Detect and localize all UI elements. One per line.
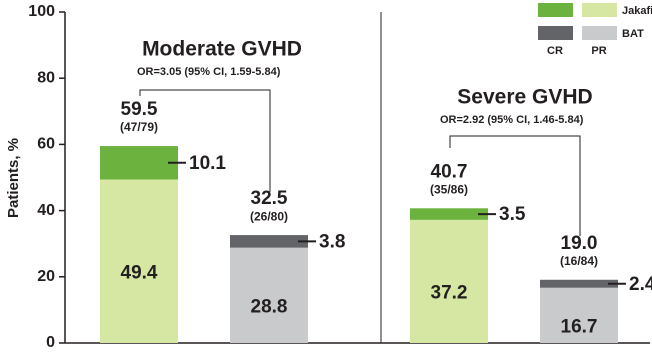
- y-tick-label: 60: [37, 136, 55, 153]
- y-tick-label: 0: [46, 334, 55, 351]
- comparison-bracket: [449, 135, 581, 236]
- segment-label: 49.4: [121, 262, 158, 283]
- legend-swatch: [582, 3, 617, 17]
- segment-label: 3.5: [499, 204, 526, 225]
- legend-column-label: PR: [591, 45, 606, 57]
- legend-label: Jakafi: [622, 5, 652, 17]
- bar-segment: [230, 235, 308, 248]
- total-label: 40.7: [431, 161, 468, 182]
- segment-label: 2.4: [629, 274, 652, 295]
- bar-segment: [100, 179, 178, 343]
- group-annotation: OR=3.05 (95% CI, 1.59-5.84): [137, 66, 281, 78]
- total-label: 32.5: [251, 188, 288, 209]
- y-tick-label: 80: [37, 69, 55, 86]
- comparison-bracket: [139, 89, 271, 192]
- legend-column-label: CR: [547, 45, 563, 57]
- bar-segment: [100, 146, 178, 180]
- bar-segment: [410, 219, 488, 343]
- count-label: (16/84): [560, 254, 598, 268]
- bar-segment: [230, 247, 308, 343]
- group-title: Moderate GVHD: [142, 38, 302, 61]
- legend-swatch: [582, 26, 617, 40]
- count-label: (35/86): [430, 182, 468, 196]
- segment-label: 10.1: [189, 153, 226, 174]
- segment-label: 16.7: [561, 316, 598, 337]
- legend-label: BAT: [622, 28, 644, 40]
- group-annotation: OR=2.92 (95% CI, 1.46-5.84): [440, 114, 584, 126]
- y-tick-label: 100: [28, 3, 55, 20]
- segment-label: 28.8: [251, 296, 288, 317]
- group-title: Severe GVHD: [457, 86, 592, 109]
- count-label: (26/80): [250, 209, 288, 223]
- total-label: 19.0: [561, 233, 598, 254]
- segment-label: 3.8: [319, 231, 345, 252]
- bar-segment: [540, 279, 618, 288]
- legend-swatch: [538, 26, 573, 40]
- y-axis-label: Patients, %: [5, 138, 22, 218]
- legend-swatch: [538, 3, 573, 17]
- y-tick-label: 40: [37, 202, 55, 219]
- bar-segment: [410, 208, 488, 220]
- segment-label: 37.2: [431, 282, 468, 303]
- total-label: 59.5: [121, 99, 158, 120]
- y-tick-label: 20: [37, 268, 55, 285]
- count-label: (47/79): [120, 120, 158, 134]
- bar-segment: [540, 287, 618, 343]
